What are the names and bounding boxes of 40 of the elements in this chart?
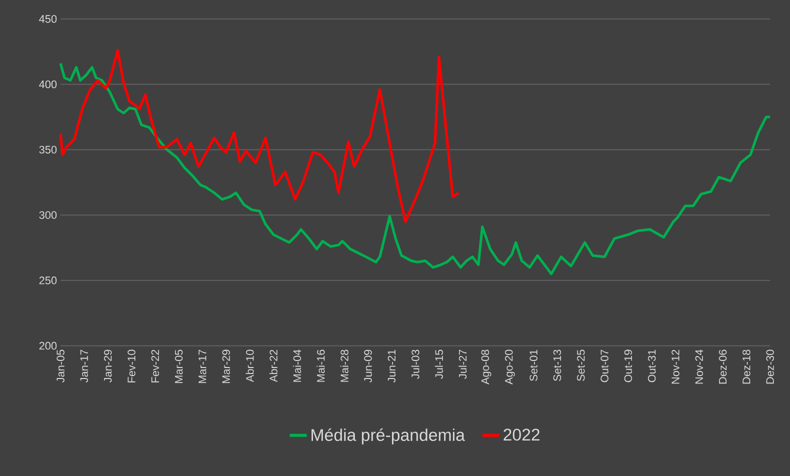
y-tick-label: 200 xyxy=(39,342,57,350)
x-tick-label: Nov-12 xyxy=(672,350,680,384)
x-tick-label: Mar-17 xyxy=(198,350,206,383)
y-tick-label: 400 xyxy=(39,80,57,88)
x-tick-label: Mar-29 xyxy=(222,350,230,383)
x-tick-label: Out-19 xyxy=(624,350,632,382)
x-tick-label: Ago-08 xyxy=(481,350,492,384)
line-series xyxy=(59,48,460,223)
x-tick-label: Set-25 xyxy=(577,350,585,381)
x-tick-label: Out-07 xyxy=(600,350,608,382)
x-tick-label: Fev-10 xyxy=(128,350,136,382)
x-tick-label: Nov-24 xyxy=(695,349,703,384)
y-tick-label: 350 xyxy=(39,146,57,154)
x-tick-label: Mar-05 xyxy=(174,350,183,383)
x-tick-label: Dez-30 xyxy=(766,350,774,384)
x-tick-label: Out-31 xyxy=(648,350,656,382)
x-tick-label: Abr-22 xyxy=(269,350,278,382)
x-tick-label: Fev-22 xyxy=(151,350,160,382)
x-tick-label: Ago-20 xyxy=(504,350,515,384)
x-tick-label: Mai-16 xyxy=(316,350,325,382)
x-tick-label: Jan-29 xyxy=(104,350,112,382)
x-tick-label: Jul-27 xyxy=(458,350,467,379)
x-tick-label: Jun-09 xyxy=(364,350,372,382)
legend-label: Média pré-pandemia xyxy=(312,428,465,444)
y-tick-label: 300 xyxy=(39,211,57,219)
x-tick-label: Dez-18 xyxy=(742,350,750,384)
x-tick-label: Jul-03 xyxy=(411,350,420,379)
x-tick-label: Mai-28 xyxy=(340,350,348,382)
x-tick-label: Jul-15 xyxy=(434,350,443,379)
x-tick-label: Abr-10 xyxy=(246,350,254,382)
x-tick-label: Jan-17 xyxy=(80,350,88,382)
x-tick-label: Mai-04 xyxy=(293,349,302,382)
x-tick-label: Set-13 xyxy=(553,350,562,381)
x-tick-label: Jun-21 xyxy=(388,350,396,382)
x-tick-label: Set-01 xyxy=(530,350,538,381)
x-tick-label: Dez-06 xyxy=(718,350,727,384)
y-tick-label: 250 xyxy=(39,276,57,284)
legend-label: 2022 xyxy=(504,428,540,441)
y-tick-label: 450 xyxy=(39,14,57,23)
x-tick-label: Jan-05 xyxy=(56,350,64,382)
